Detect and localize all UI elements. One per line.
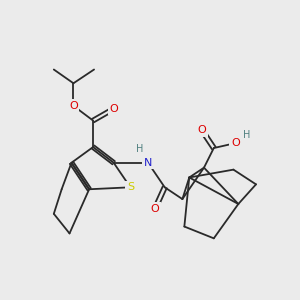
- Text: O: O: [198, 125, 206, 135]
- Text: O: O: [69, 101, 78, 111]
- Text: O: O: [151, 204, 159, 214]
- Text: S: S: [127, 182, 134, 192]
- Text: H: H: [136, 144, 144, 154]
- Text: N: N: [144, 158, 152, 168]
- Text: O: O: [109, 104, 118, 114]
- Text: H: H: [244, 130, 251, 140]
- Text: O: O: [231, 138, 240, 148]
